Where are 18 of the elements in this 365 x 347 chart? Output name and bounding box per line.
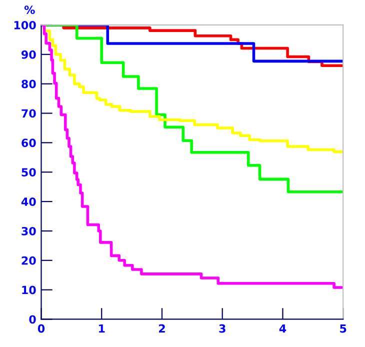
x-tick-label: 5 xyxy=(340,324,346,333)
x-tick-label: 1 xyxy=(99,324,105,333)
x-tick-label: 2 xyxy=(159,324,165,333)
y-axis-title: % xyxy=(24,6,35,14)
y-tick-label: 20 xyxy=(22,256,36,265)
y-tick-label: 70 xyxy=(22,109,36,118)
x-tick-label: 0 xyxy=(38,324,45,333)
y-tick-label: 50 xyxy=(22,168,36,176)
x-tick-label: 4 xyxy=(279,324,286,333)
y-tick-label: 10 xyxy=(22,286,36,294)
x-tick-label: 3 xyxy=(219,324,226,333)
y-tick-label: 40 xyxy=(21,198,36,206)
y-tick-label: 60 xyxy=(22,138,36,148)
y-tick-label: 100 xyxy=(14,20,36,30)
y-tick-label: 90 xyxy=(21,50,36,59)
y-tick-label: 30 xyxy=(22,226,36,236)
y-tick-label: 80 xyxy=(22,80,36,88)
y-tick-label: 0 xyxy=(29,315,36,324)
